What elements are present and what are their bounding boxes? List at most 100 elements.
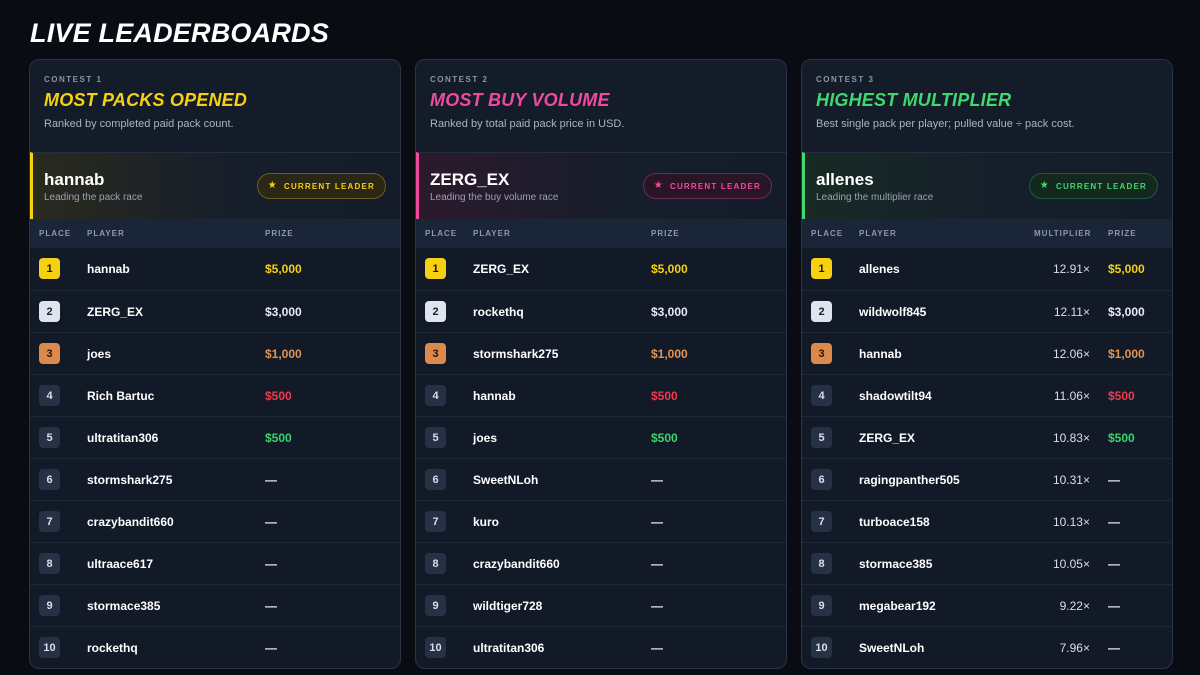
prize-value: $3,000 bbox=[1108, 305, 1145, 319]
prize-value: — bbox=[1108, 641, 1120, 655]
prize-value: $500 bbox=[265, 389, 292, 403]
player-name: SweetNLoh bbox=[473, 473, 539, 487]
player-name: wildtiger728 bbox=[473, 599, 543, 613]
contest-description: Ranked by total paid pack price in USD. bbox=[430, 118, 625, 130]
player-name: stormshark275 bbox=[473, 347, 559, 361]
multiplier-value: 12.11× bbox=[1053, 305, 1090, 319]
place-badge: 2 bbox=[811, 301, 832, 322]
table-row: 7 crazybandit660 — bbox=[30, 500, 400, 542]
badge-label: CURRENT LEADER bbox=[283, 181, 375, 191]
prize-value: $1,000 bbox=[1108, 347, 1145, 361]
player-name: shadowtilt94 bbox=[859, 389, 932, 403]
player-name: ultratitan306 bbox=[87, 431, 159, 445]
player-name: megabear192 bbox=[859, 599, 936, 613]
player-name: hannab bbox=[473, 389, 516, 403]
player-name: allenes bbox=[859, 262, 900, 276]
star-icon: ★ bbox=[653, 180, 664, 191]
place-badge: 3 bbox=[425, 343, 446, 364]
player-name: ultratitan306 bbox=[473, 641, 545, 655]
table-body: 1 ZERG_EX $5,000 2 rockethq $3,000 3 sto… bbox=[416, 248, 786, 668]
table-row: 5 joes $500 bbox=[416, 416, 786, 458]
place-badge: 4 bbox=[425, 385, 446, 406]
column-header-player: PLAYER bbox=[473, 229, 511, 238]
prize-value: — bbox=[1108, 557, 1120, 571]
contest-title: MOST PACKS OPENED bbox=[44, 90, 248, 110]
badge-label: CURRENT LEADER bbox=[669, 181, 761, 191]
player-name: hannab bbox=[859, 347, 902, 361]
column-header-multiplier: MULTIPLIER bbox=[1034, 229, 1092, 238]
prize-value: — bbox=[1108, 599, 1120, 613]
place-badge: 5 bbox=[39, 427, 60, 448]
player-name: stormace385 bbox=[859, 557, 933, 571]
table-row: 10 rockethq — bbox=[30, 626, 400, 668]
place-badge: 1 bbox=[39, 258, 60, 279]
star-icon: ★ bbox=[267, 180, 278, 191]
table-row: 1 ZERG_EX $5,000 bbox=[416, 248, 786, 290]
table-row: 3 joes $1,000 bbox=[30, 332, 400, 374]
page-title: LIVE LEADERBOARDS bbox=[30, 18, 329, 48]
player-name: turboace158 bbox=[859, 515, 930, 529]
column-header-prize: PRIZE bbox=[1108, 229, 1137, 238]
place-badge: 10 bbox=[425, 637, 446, 658]
place-badge: 5 bbox=[811, 427, 832, 448]
star-icon: ★ bbox=[1039, 180, 1050, 191]
card-header: CONTEST 1 MOST PACKS OPENED Ranked by co… bbox=[30, 60, 400, 152]
place-badge: 2 bbox=[39, 301, 60, 322]
table-row: 7 turboace158 10.13× — bbox=[802, 500, 1172, 542]
table-row: 2 wildwolf845 12.11× $3,000 bbox=[802, 290, 1172, 332]
player-name: rockethq bbox=[473, 305, 524, 319]
card-header: CONTEST 2 MOST BUY VOLUME Ranked by tota… bbox=[416, 60, 786, 152]
prize-value: $500 bbox=[651, 431, 678, 445]
current-leader-panel: hannab Leading the pack race ★ CURRENT L… bbox=[30, 152, 400, 219]
prize-value: $5,000 bbox=[265, 262, 302, 276]
prize-value: $5,000 bbox=[651, 262, 688, 276]
player-name: Rich Bartuc bbox=[87, 389, 155, 403]
player-name: crazybandit660 bbox=[87, 515, 174, 529]
multiplier-value: 10.13× bbox=[1052, 515, 1090, 529]
place-badge: 7 bbox=[811, 511, 832, 532]
prize-value: $500 bbox=[651, 389, 678, 403]
table-row: 2 ZERG_EX $3,000 bbox=[30, 290, 400, 332]
prize-value: — bbox=[265, 641, 277, 655]
player-name: wildwolf845 bbox=[859, 305, 927, 319]
column-header-player: PLAYER bbox=[87, 229, 125, 238]
table-row: 10 ultratitan306 — bbox=[416, 626, 786, 668]
table-header: PLACE PLAYER PRIZE bbox=[416, 219, 786, 248]
place-badge: 2 bbox=[425, 301, 446, 322]
table-row: 7 kuro — bbox=[416, 500, 786, 542]
multiplier-value: 7.96× bbox=[1059, 641, 1090, 655]
leaderboard-card-contest-3: CONTEST 3 HIGHEST MULTIPLIER Best single… bbox=[801, 59, 1173, 669]
leader-name: allenes bbox=[816, 170, 874, 189]
multiplier-value: 10.31× bbox=[1052, 473, 1090, 487]
leaderboard-card-contest-2: CONTEST 2 MOST BUY VOLUME Ranked by tota… bbox=[415, 59, 787, 669]
column-header-prize: PRIZE bbox=[265, 229, 294, 238]
table-row: 5 ZERG_EX 10.83× $500 bbox=[802, 416, 1172, 458]
current-leader-panel: ZERG_EX Leading the buy volume race ★ CU… bbox=[416, 152, 786, 219]
prize-value: $1,000 bbox=[651, 347, 688, 361]
place-badge: 3 bbox=[39, 343, 60, 364]
place-badge: 6 bbox=[39, 469, 60, 490]
player-name: stormace385 bbox=[87, 599, 161, 613]
multiplier-value: 12.06× bbox=[1052, 347, 1090, 361]
place-badge: 7 bbox=[39, 511, 60, 532]
column-header-prize: PRIZE bbox=[651, 229, 680, 238]
place-badge: 3 bbox=[811, 343, 832, 364]
place-badge: 8 bbox=[811, 553, 832, 574]
prize-value: — bbox=[651, 473, 663, 487]
contest-description: Ranked by completed paid pack count. bbox=[44, 118, 234, 130]
player-name: ultraace617 bbox=[87, 557, 154, 571]
column-header-player: PLAYER bbox=[859, 229, 897, 238]
contest-description: Best single pack per player; pulled valu… bbox=[816, 118, 1075, 130]
contest-label: CONTEST 3 bbox=[816, 75, 875, 84]
leaderboards: CONTEST 1 MOST PACKS OPENED Ranked by co… bbox=[29, 59, 1173, 669]
player-name: ZERG_EX bbox=[859, 431, 916, 445]
place-badge: 1 bbox=[425, 258, 446, 279]
place-badge: 9 bbox=[811, 595, 832, 616]
current-leader-panel: allenes Leading the multiplier race ★ CU… bbox=[802, 152, 1172, 219]
table-row: 3 hannab 12.06× $1,000 bbox=[802, 332, 1172, 374]
prize-value: — bbox=[651, 557, 663, 571]
player-name: ZERG_EX bbox=[473, 262, 530, 276]
table-row: 8 crazybandit660 — bbox=[416, 542, 786, 584]
player-name: kuro bbox=[473, 515, 500, 529]
table-row: 4 Rich Bartuc $500 bbox=[30, 374, 400, 416]
